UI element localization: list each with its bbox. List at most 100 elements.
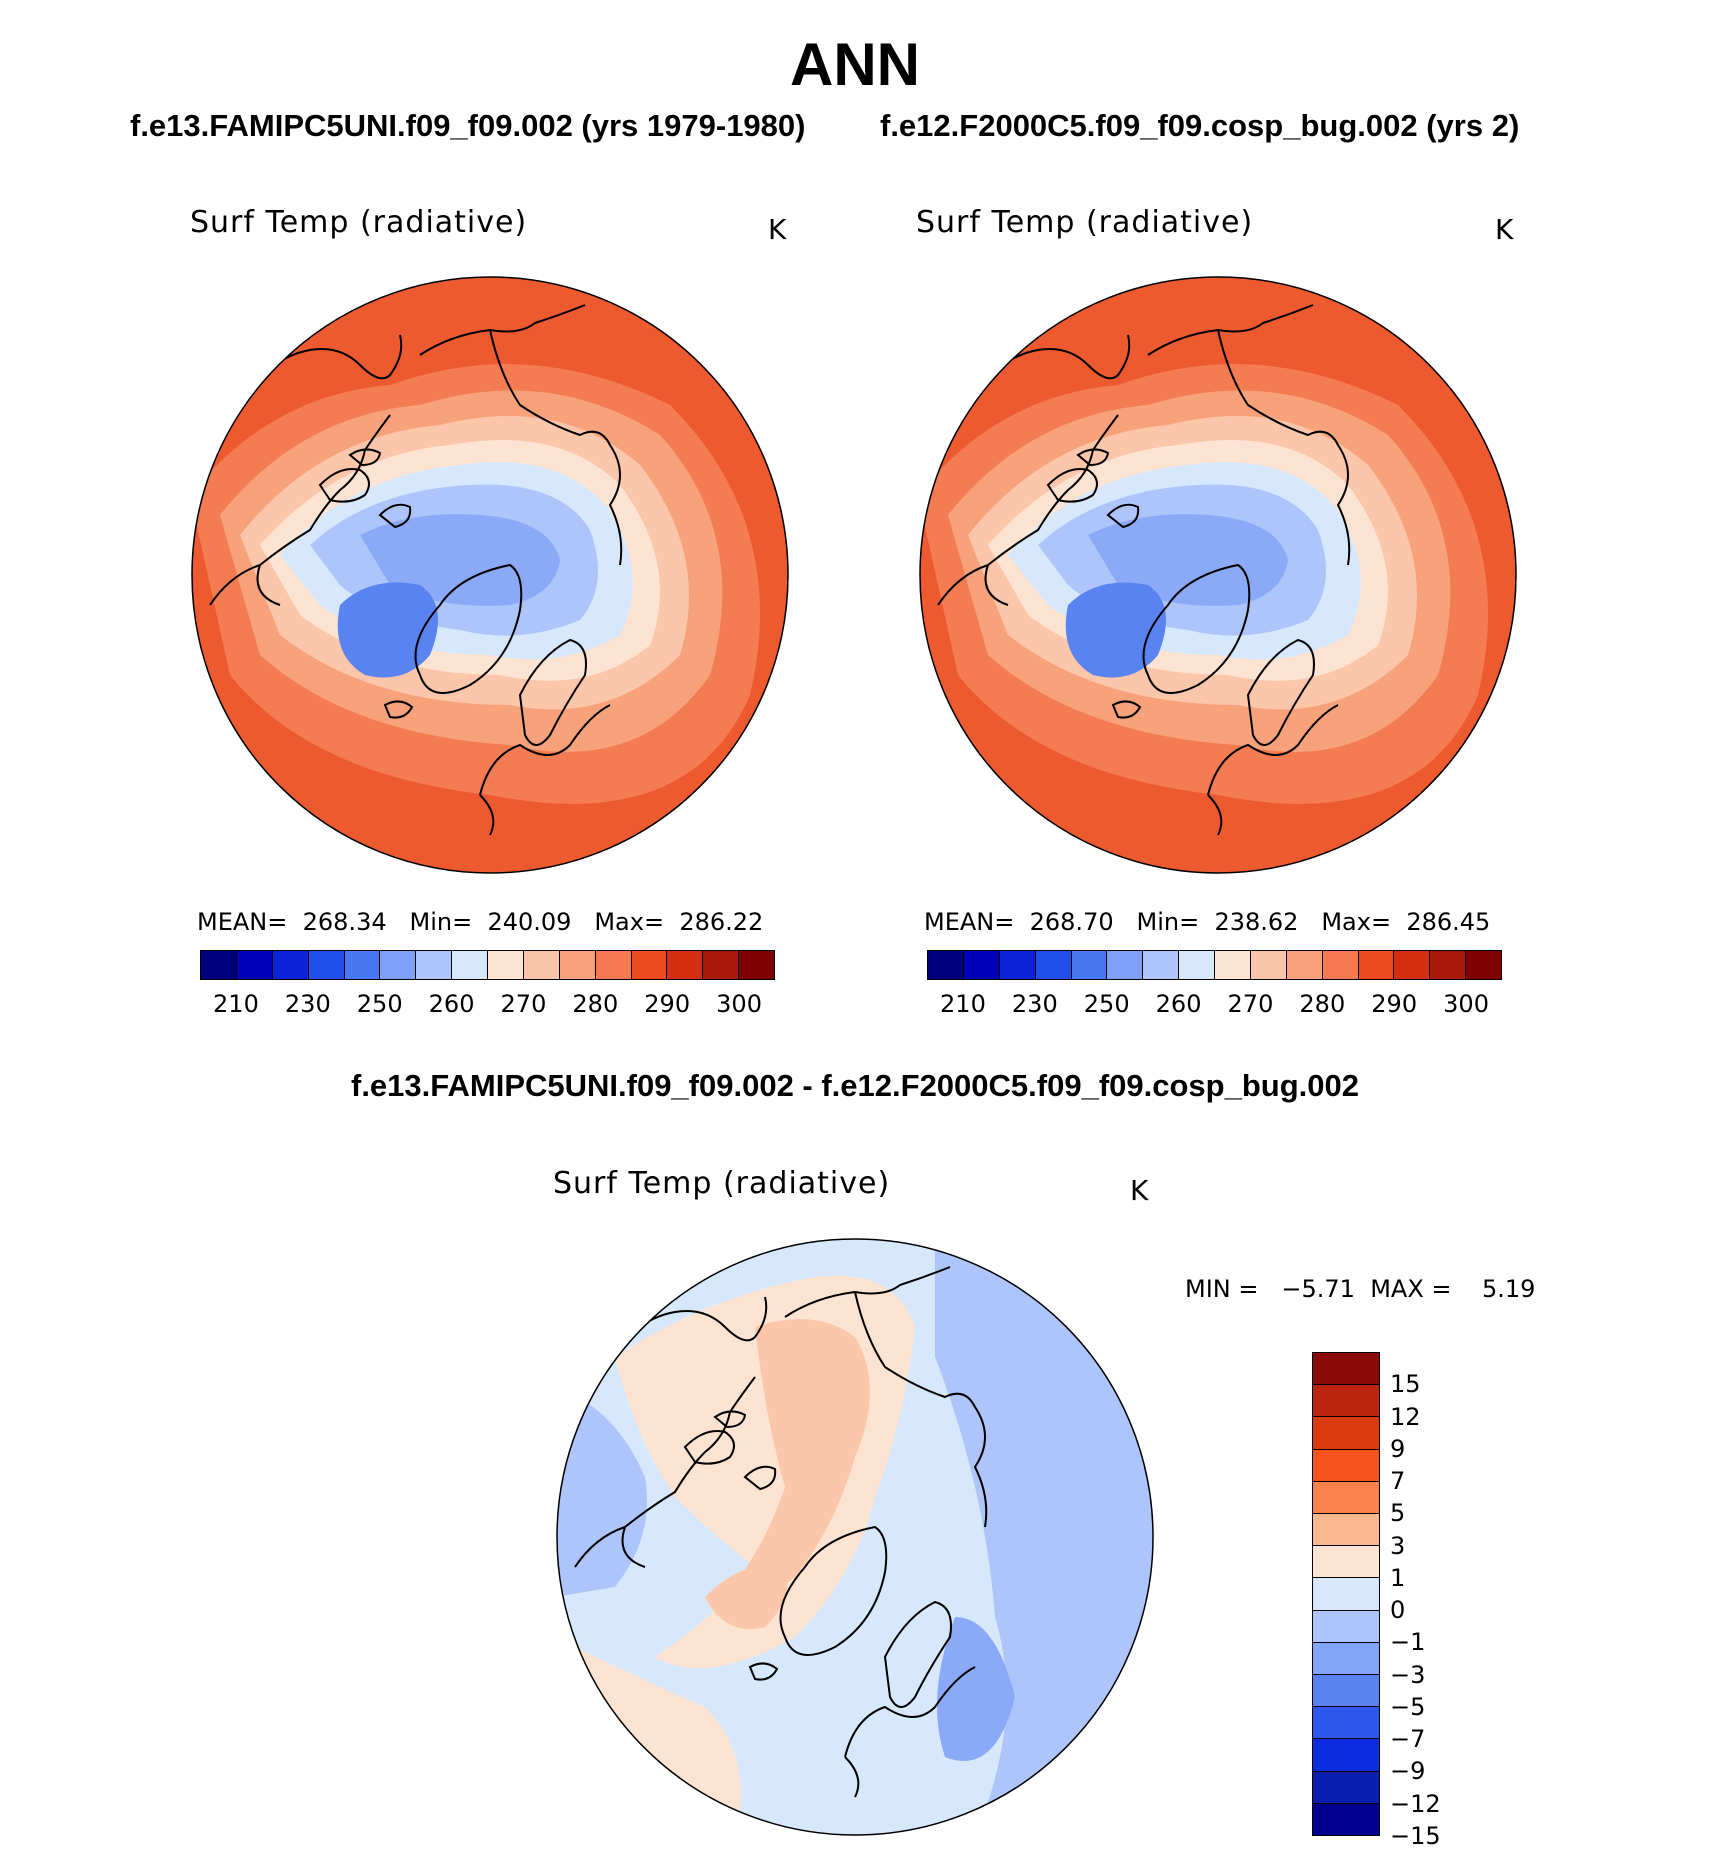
colorbar-tick-label: 300 <box>1443 990 1489 1018</box>
diff-colorbar-ticks: 15 12 9 7 5 3 1 0 −1 −3 −5 −7 −9 −12 −15 <box>1390 1352 1460 1850</box>
colorbar-tick-label: 280 <box>572 990 619 1018</box>
colorbar-swatch <box>1313 1739 1379 1772</box>
colorbar-tick-label: −12 <box>1390 1789 1441 1818</box>
panel2-variable-label: Surf Temp (radiative) <box>916 205 1254 240</box>
diff-variable-label: Surf Temp (radiative) <box>553 1166 891 1201</box>
colorbar-tick-label: 290 <box>1371 990 1418 1018</box>
colorbar-swatch <box>1215 951 1251 979</box>
colorbar-swatch <box>631 951 668 979</box>
field-band-cool <box>360 514 560 606</box>
greenland-coast <box>779 1525 888 1656</box>
colorbar-swatch <box>559 951 596 979</box>
colorbar-swatch <box>1313 1353 1379 1386</box>
map-boundary <box>556 1238 1154 1836</box>
panel2-min-label: Min= <box>1136 908 1200 936</box>
colorbar-swatch <box>1358 951 1395 979</box>
archipelago-coast <box>1046 448 1140 529</box>
difference-polar-map <box>556 1238 1154 1836</box>
diff-band-light-warm-greenland <box>705 1565 788 1629</box>
canada-coast <box>574 1376 756 1568</box>
colorbar-tick-label: 270 <box>500 990 547 1018</box>
panel1-stats: MEAN= 268.34 Min= 240.09 Max= 286.22 <box>197 908 763 936</box>
panel2-max-value: 286.45 <box>1406 908 1491 936</box>
colorbar-swatch <box>1313 1707 1379 1740</box>
colorbar-tick-label: 230 <box>284 990 331 1018</box>
colorbar-swatch <box>1430 951 1467 979</box>
colorbar-tick-label: 7 <box>1390 1467 1406 1496</box>
colorbar-tick-label: 230 <box>1011 990 1058 1018</box>
colorbar-swatch <box>1179 951 1215 979</box>
colorbar-tick-label: 0 <box>1390 1596 1406 1625</box>
canada-coast <box>209 414 391 606</box>
colorbar-tick-label: 15 <box>1390 1370 1421 1399</box>
scandinavia-coast <box>518 638 587 746</box>
diff-max-value: 5.19 <box>1482 1275 1536 1303</box>
right-case-subtitle: f.e12.F2000C5.f09_f09.cosp_bug.002 (yrs … <box>880 108 1520 143</box>
colorbar-tick-label: 5 <box>1390 1499 1406 1528</box>
difference-title: f.e13.FAMIPC5UNI.f09_f09.002 - f.e12.F20… <box>351 1068 1359 1103</box>
colorbar-tick-label: 270 <box>1227 990 1274 1018</box>
colorbar-swatch <box>272 951 309 979</box>
colorbar-tick-label: 3 <box>1390 1531 1406 1560</box>
colorbar-tick-label: 290 <box>644 990 691 1018</box>
diff-units-label: K <box>1130 1174 1149 1207</box>
colorbar-swatch <box>1313 1385 1379 1418</box>
colorbar-swatch <box>1313 1771 1379 1804</box>
panel1-units-label: K <box>768 213 787 246</box>
colorbar-swatch <box>523 951 560 979</box>
panel2-mean-value: 268.70 <box>1029 908 1114 936</box>
colorbar-swatch <box>344 951 381 979</box>
colorbar-tick-label: 1 <box>1390 1563 1406 1592</box>
alaska-coast <box>249 334 403 386</box>
colorbar-tick-label: 280 <box>1299 990 1346 1018</box>
colorbar-swatch <box>928 951 964 979</box>
europe-coast <box>844 1666 976 1798</box>
panel2-min-value: 238.62 <box>1214 908 1299 936</box>
colorbar-swatch <box>1313 1449 1379 1482</box>
colorbar-swatch <box>1313 1578 1379 1611</box>
colorbar-tick-label: 210 <box>940 990 986 1018</box>
colorbar-swatch <box>1250 951 1287 979</box>
colorbar-swatch <box>1313 1514 1379 1547</box>
diff-colorbar <box>1312 1352 1380 1836</box>
colorbar-swatch <box>1313 1417 1379 1450</box>
diff-band-light-cool-west <box>557 1387 647 1597</box>
iceland-coast <box>1111 700 1142 719</box>
panel2-units-label: K <box>1495 213 1514 246</box>
iceland-coast <box>748 1662 779 1681</box>
colorbar-swatch <box>236 951 273 979</box>
colorbar-swatch <box>1313 1610 1379 1643</box>
field-band-coolest <box>1065 582 1166 678</box>
colorbar-tick-label: 210 <box>213 990 259 1018</box>
diff-band-cool-east <box>937 1617 1015 1761</box>
colorbar-swatch <box>380 951 417 979</box>
iceland-coast <box>383 700 414 719</box>
scandinavia-coast <box>1246 638 1315 746</box>
archipelago-coast <box>683 1410 777 1491</box>
diff-band-light-cool <box>935 1239 1153 1835</box>
colorbar-tick-label: −7 <box>1390 1725 1426 1754</box>
field-band-cool <box>1088 514 1288 606</box>
greenland-coast <box>1142 563 1251 694</box>
panel1-min-label: Min= <box>409 908 473 936</box>
scandinavia-coast <box>883 1600 952 1708</box>
figure-title: ANN <box>790 31 920 98</box>
colorbar-swatch <box>667 951 704 979</box>
colorbar-swatch <box>703 951 740 979</box>
colorbar-swatch <box>1107 951 1144 979</box>
colorbar-tick-label: 12 <box>1390 1402 1421 1431</box>
alaska-coast <box>614 1296 768 1348</box>
map-boundary <box>191 276 789 874</box>
colorbar-swatch <box>1071 951 1108 979</box>
colorbar-swatch <box>1322 951 1359 979</box>
colorbar-swatch <box>1313 1546 1379 1579</box>
colorbar-tick-label: −1 <box>1390 1628 1426 1657</box>
europe-coast <box>479 704 611 836</box>
alaska-coast <box>977 334 1131 386</box>
panel1-colorbar <box>200 950 775 980</box>
diff-min-label: MIN = <box>1185 1275 1259 1303</box>
diff-min-value: −5.71 <box>1281 1275 1355 1303</box>
colorbar-swatch <box>488 951 524 979</box>
panel1-mean-label: MEAN= <box>197 908 288 936</box>
panel1-mean-value: 268.34 <box>302 908 387 936</box>
